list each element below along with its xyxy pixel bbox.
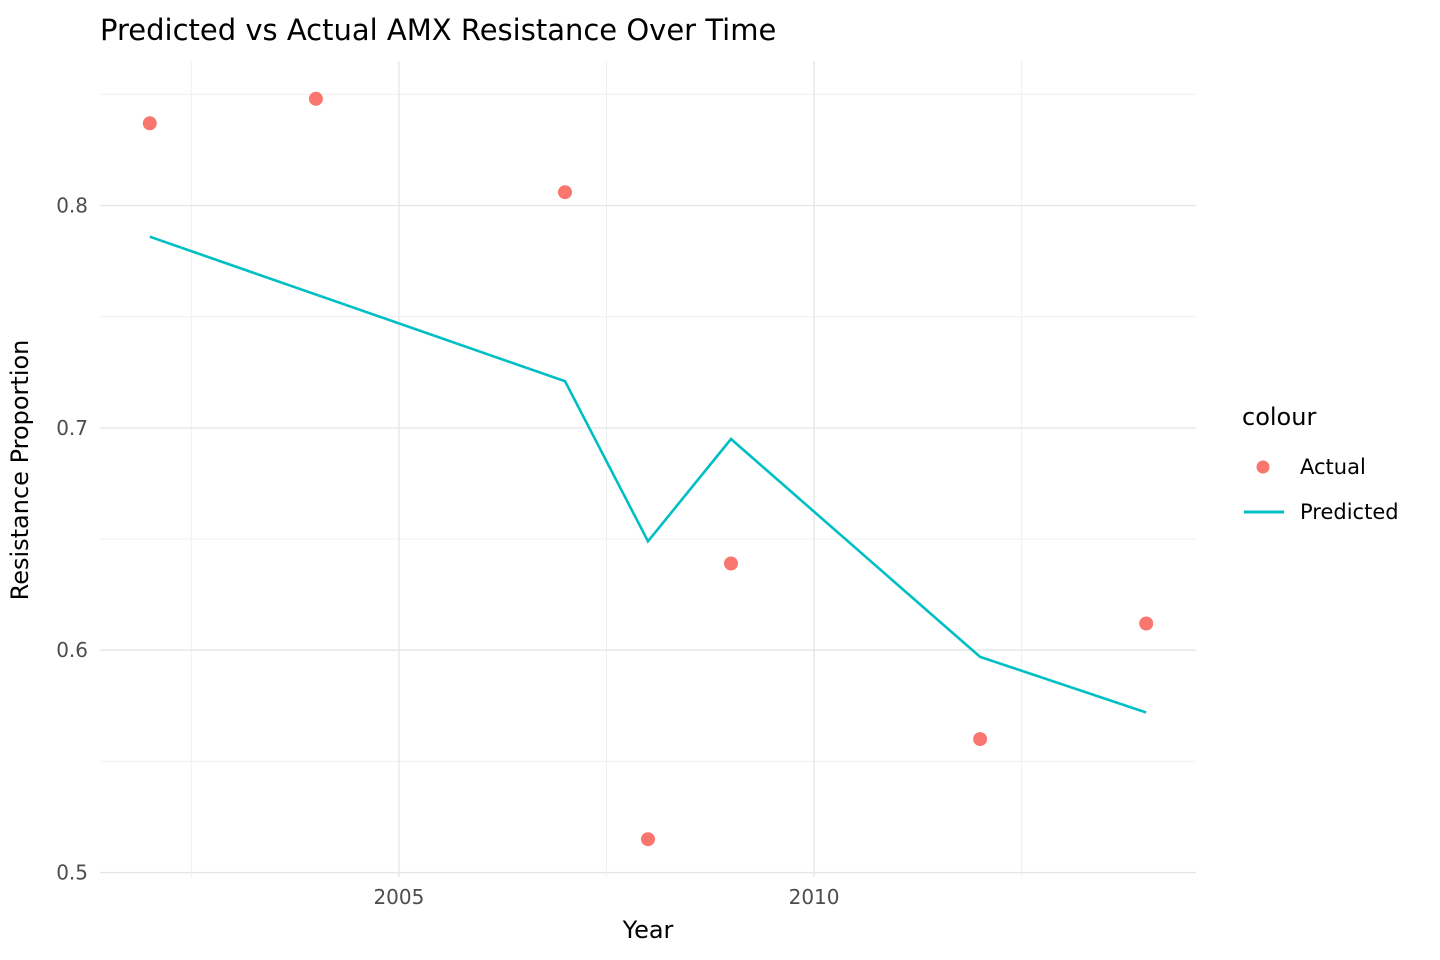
y-axis-title: Resistance Proportion <box>6 340 34 601</box>
y-axis-tick-labels: 0.5 0.6 0.7 0.8 <box>56 194 88 885</box>
x-axis-title: Year <box>622 916 674 944</box>
chart-title: Predicted vs Actual AMX Resistance Over … <box>100 13 776 47</box>
y-tick-label: 0.6 <box>56 638 88 662</box>
gridlines-major <box>100 61 1196 877</box>
y-tick-label: 0.5 <box>56 861 88 885</box>
legend-actual-point-swatch <box>1256 460 1270 474</box>
actual-point <box>142 116 157 131</box>
x-tick-label: 2010 <box>789 885 840 909</box>
x-tick-label: 2005 <box>373 885 424 909</box>
y-tick-label: 0.8 <box>56 194 88 218</box>
gridlines-minor <box>100 61 1196 877</box>
actual-point <box>558 185 572 200</box>
legend-title: colour <box>1242 403 1316 431</box>
predicted-line-series <box>149 235 1147 714</box>
y-tick-label: 0.7 <box>56 416 88 440</box>
actual-point <box>973 732 988 747</box>
legend: colour Actual Predicted <box>1242 403 1399 524</box>
actual-point <box>641 832 655 847</box>
actual-point <box>308 91 323 106</box>
actual-point <box>1139 616 1154 631</box>
actual-points-series <box>142 91 1154 847</box>
legend-actual-label: Actual <box>1300 455 1366 479</box>
x-axis-tick-labels: 2005 2010 <box>373 885 839 909</box>
legend-predicted-label: Predicted <box>1300 500 1399 524</box>
actual-point <box>724 556 738 571</box>
predicted-line <box>149 235 1147 714</box>
